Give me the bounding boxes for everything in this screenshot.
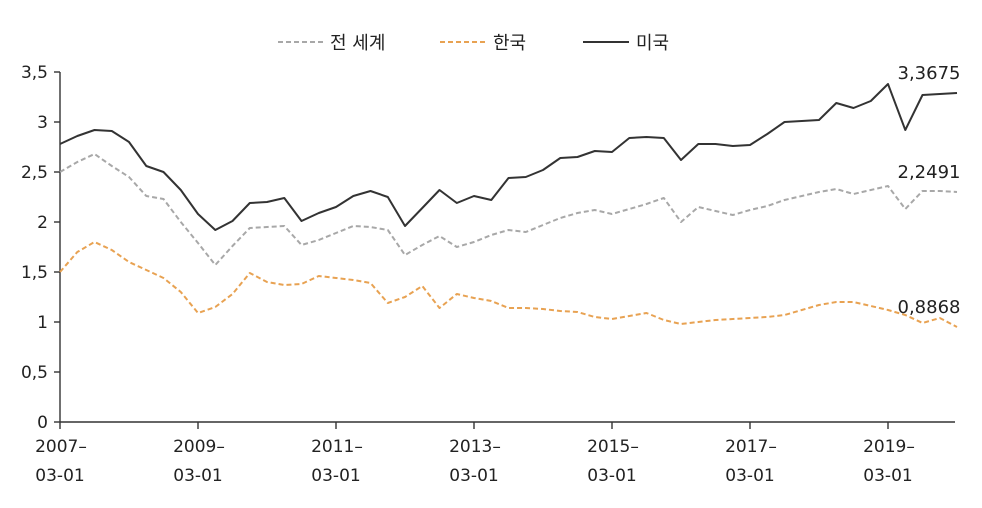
- legend-label-0: 전 세계: [330, 33, 385, 54]
- legend-label-2: 미국: [636, 33, 669, 54]
- y-tick-label: 0,5: [21, 363, 48, 383]
- series-group: [59, 83, 958, 328]
- series-line-1: [59, 241, 958, 328]
- y-tick-label: 0: [37, 413, 48, 433]
- x-tick-label-sub: 03-01: [173, 466, 222, 486]
- end-labels: 2,2491 0,8868 3,3675: [898, 63, 961, 318]
- x-tick-label: 2009–: [173, 437, 225, 457]
- series-line-0: [59, 153, 958, 266]
- end-value-label-1: 0,8868: [898, 297, 961, 318]
- x-tick-label-sub: 03-01: [863, 466, 912, 486]
- x-tick-label-sub: 03-01: [725, 466, 774, 486]
- x-tick-label: 2015–: [587, 437, 639, 457]
- end-value-label-0: 2,2491: [898, 162, 961, 183]
- x-tick-label-sub: 03-01: [587, 466, 636, 486]
- end-value-label-2: 3,3675: [898, 63, 961, 84]
- axes: 0 0,5 1 1,5 2 2,5 3 3,5 2007– 03-01 2009– 03-01 2011…: [21, 63, 955, 486]
- series-line-2: [59, 83, 958, 231]
- y-tick-label: 1,5: [21, 263, 48, 283]
- y-tick-label: 2,5: [21, 163, 48, 183]
- x-tick-label-sub: 03-01: [449, 466, 498, 486]
- x-tick-label: 2017–: [725, 437, 777, 457]
- x-tick-label: 2011–: [311, 437, 363, 457]
- y-tick-label: 2: [37, 213, 48, 233]
- legend-label-1: 한국: [493, 33, 526, 54]
- x-tick-label-sub: 03-01: [35, 466, 84, 486]
- y-tick-label: 3,5: [21, 63, 48, 83]
- legend: 전 세계 한국 미국: [278, 33, 669, 54]
- x-tick-label: 2007–: [35, 437, 87, 457]
- y-tick-label: 1: [37, 313, 48, 333]
- x-tick-label: 2013–: [449, 437, 501, 457]
- x-tick-label-sub: 03-01: [311, 466, 360, 486]
- x-tick-label: 2019–: [863, 437, 915, 457]
- y-tick-label: 3: [37, 113, 48, 133]
